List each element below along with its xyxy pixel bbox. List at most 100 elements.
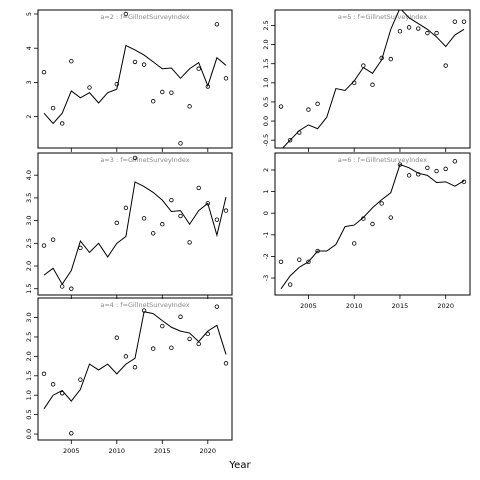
data-point	[214, 217, 220, 222]
data-point	[461, 19, 467, 24]
data-point	[87, 85, 92, 90]
data-point	[132, 155, 138, 161]
data-point	[196, 341, 201, 347]
data-point	[178, 141, 183, 146]
y-tick-label: 0.0	[262, 116, 270, 126]
data-point	[114, 220, 119, 226]
data-point	[50, 237, 56, 242]
y-tick-label: 4	[25, 46, 33, 50]
data-point	[178, 213, 183, 219]
panel-frame	[274, 152, 471, 296]
series-line	[280, 163, 465, 290]
series-line	[43, 311, 227, 410]
x-tick-label: 2020	[200, 447, 217, 455]
series-line	[281, 10, 465, 148]
y-tick-label: 0.5	[262, 97, 270, 107]
data-point	[78, 377, 83, 382]
data-point	[416, 172, 421, 177]
y-tick-label: -0.5	[262, 134, 270, 147]
panel-frame	[37, 297, 233, 441]
y-tick-label: 3.0	[25, 215, 33, 225]
data-point	[461, 179, 467, 185]
data-point	[78, 245, 83, 251]
panel-frame	[37, 152, 233, 296]
data-point	[297, 130, 302, 135]
data-point	[306, 259, 311, 265]
data-point	[388, 56, 393, 62]
y-tick-label: 3.0	[25, 312, 33, 322]
panel-title: a=3 : f=GillnetSurveyIndex	[100, 156, 189, 164]
panel-title: a=5 : f=GillnetSurveyIndex	[338, 13, 427, 21]
x-axis-label: Year	[229, 460, 251, 471]
data-point	[452, 19, 458, 24]
y-tick-label: 2.5	[25, 332, 33, 342]
data-point	[141, 62, 147, 67]
data-point	[160, 222, 165, 227]
y-tick-label: 1.0	[25, 390, 33, 400]
y-tick-label: -2	[262, 253, 270, 259]
panel-5: a=4 : f=GillnetSurveyIndex 0.0 0.5 1.0 1.5 2.…	[25, 297, 233, 455]
data-point	[123, 11, 129, 17]
data-point	[397, 162, 403, 167]
data-point	[287, 282, 293, 287]
data-point	[406, 173, 412, 178]
data-point	[160, 89, 165, 95]
data-point	[187, 240, 192, 245]
data-point	[223, 76, 229, 81]
data-point	[41, 371, 47, 377]
y-tick-label: 2.5	[25, 238, 33, 248]
y-tick-label: 2	[25, 115, 33, 119]
data-point	[123, 205, 129, 211]
data-point	[160, 323, 165, 329]
data-point	[214, 22, 220, 27]
y-tick-label: 0.5	[25, 409, 33, 419]
data-point	[50, 105, 56, 111]
data-point	[223, 208, 229, 213]
data-point	[187, 336, 192, 342]
data-point	[297, 257, 302, 262]
data-point	[361, 63, 366, 68]
x-tick-label: 2010	[346, 302, 363, 310]
y-tick-label: 3	[25, 80, 33, 84]
x-tick-label: 2015	[154, 447, 171, 455]
y-tick-label: 2.0	[25, 261, 33, 271]
y-tick-label: 3.5	[25, 193, 33, 203]
data-point	[434, 30, 439, 36]
data-point	[141, 216, 147, 221]
y-tick-label: 1.5	[262, 59, 270, 69]
data-point	[123, 354, 129, 359]
panel-1: a=2 : f=GillnetSurveyIndex 2 3 4 5	[25, 9, 233, 152]
y-tick-label: 2.0	[25, 351, 33, 361]
data-point	[150, 231, 156, 236]
y-tick-label: 1.0	[262, 78, 270, 88]
data-point	[452, 159, 458, 164]
series-line	[43, 44, 227, 125]
data-point	[69, 59, 74, 64]
data-point	[379, 55, 384, 61]
series-line	[43, 181, 227, 286]
data-point	[352, 241, 357, 246]
data-point	[278, 104, 284, 109]
x-tick-label: 2005	[63, 447, 80, 455]
panel-2: a=5 : f=GillnetSurveyIndex -0.5 0.0 0.5 1.0 1…	[262, 9, 471, 152]
y-tick-label: 1	[262, 190, 270, 194]
data-point	[352, 80, 357, 86]
panel-frame	[274, 9, 471, 149]
y-tick-label: -1	[262, 232, 270, 238]
data-point	[187, 104, 192, 109]
data-point	[178, 314, 183, 319]
panel-title: a=2 : f=GillnetSurveyIndex	[100, 13, 189, 21]
data-point	[443, 63, 448, 68]
data-point	[150, 346, 156, 351]
y-tick-label: 2.0	[262, 39, 270, 49]
data-point	[379, 201, 384, 206]
data-point	[41, 243, 47, 248]
data-point	[416, 26, 421, 31]
data-point	[205, 201, 210, 206]
data-point	[150, 99, 156, 104]
data-point	[397, 29, 403, 34]
data-point	[315, 101, 320, 107]
data-point	[114, 81, 119, 87]
data-point	[60, 391, 65, 396]
